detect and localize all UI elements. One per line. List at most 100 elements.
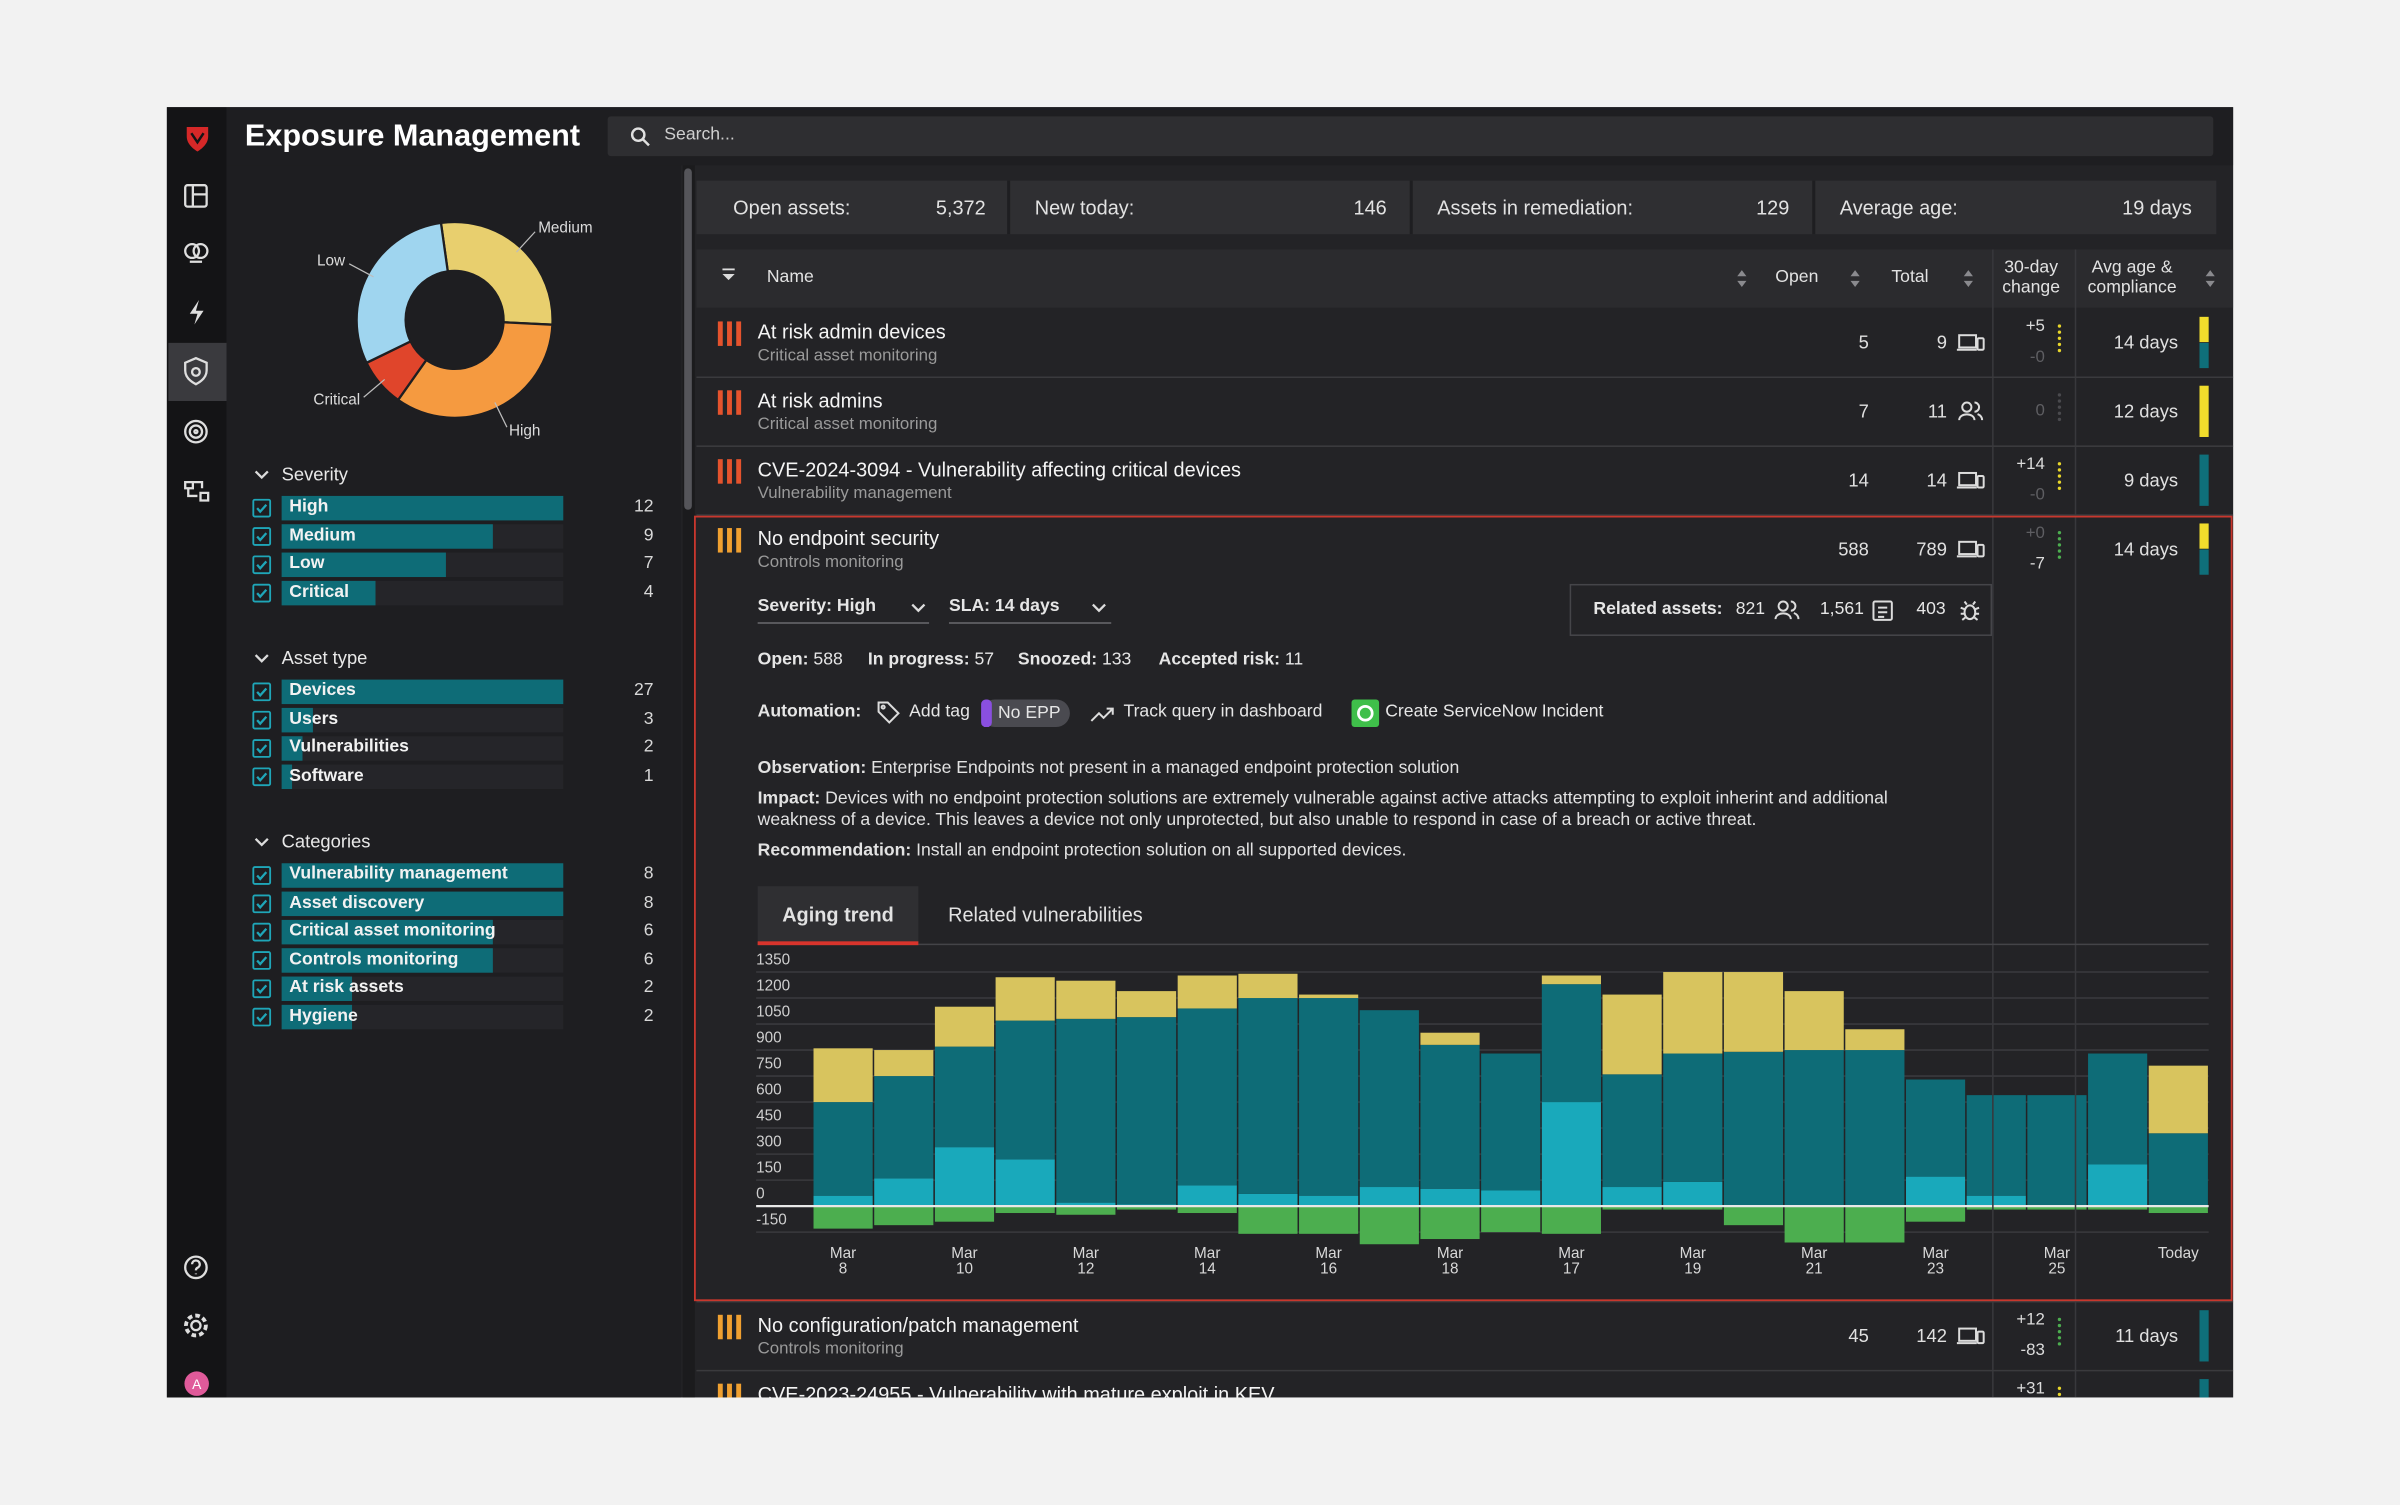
icon-part — [256, 504, 268, 514]
filter-track — [281, 707, 564, 733]
filter-checkbox[interactable] — [252, 894, 272, 914]
filter-checkbox[interactable] — [252, 682, 272, 702]
sort-toggle[interactable] — [1850, 270, 1860, 287]
dropdown-chevron[interactable] — [911, 603, 926, 613]
scrollbar[interactable] — [684, 168, 692, 510]
icon-part — [254, 654, 269, 663]
status-value: 588 — [813, 650, 843, 670]
leader-line — [348, 263, 374, 278]
related-count[interactable]: 821 — [1735, 600, 1766, 619]
filter-count: 9 — [643, 525, 654, 545]
search-box[interactable] — [607, 116, 2214, 157]
group-toggle[interactable] — [254, 470, 269, 480]
filter-label[interactable]: Low — [289, 554, 325, 573]
row-open: 14 — [1848, 469, 1869, 492]
filter-bar — [281, 495, 564, 521]
filter-checkbox[interactable] — [252, 527, 272, 546]
nav-targets[interactable] — [184, 419, 208, 444]
filter-checkbox[interactable] — [252, 583, 272, 603]
filter-checkbox[interactable] — [252, 1007, 272, 1027]
trend-indicator — [2057, 555, 2062, 559]
nav-insights[interactable] — [184, 242, 209, 263]
icon-part — [252, 866, 272, 885]
tab[interactable]: Aging trend — [782, 903, 894, 927]
filter-checkbox[interactable] — [252, 951, 272, 970]
severity-dropdown[interactable]: Severity: High — [757, 597, 877, 616]
filter-label[interactable]: Critical — [289, 582, 349, 601]
row-name[interactable]: No configuration/patch management — [757, 1313, 1079, 1337]
filter-checkbox[interactable] — [252, 710, 272, 730]
row-name[interactable]: CVE-2024-3094 - Vulnerability affecting … — [757, 457, 1241, 481]
nav-dashboard[interactable] — [184, 184, 208, 208]
filter-checkbox[interactable] — [252, 866, 272, 885]
nav-help[interactable] — [184, 1255, 208, 1280]
filter-label[interactable]: At risk assets — [289, 978, 404, 997]
bar-segment — [1784, 1206, 1844, 1243]
severity-icon — [736, 1383, 742, 1398]
nav-exposure[interactable] — [184, 356, 208, 386]
related-count[interactable]: 403 — [1916, 600, 1946, 619]
trend-indicator — [2057, 336, 2062, 340]
filter-label[interactable]: Vulnerabilities — [289, 737, 409, 757]
bar-segment — [1359, 1206, 1419, 1245]
action[interactable]: Add tag — [909, 702, 970, 722]
related-count[interactable]: 1,561 — [1819, 600, 1864, 619]
avatar[interactable] — [184, 1371, 209, 1396]
filter-bar — [281, 580, 376, 606]
filter-label[interactable]: Hygiene — [289, 1006, 358, 1025]
row-name[interactable]: At risk admin devices — [757, 320, 946, 344]
note-label: Impact: — [757, 789, 821, 809]
filter-label[interactable]: Devices — [289, 681, 356, 700]
tag-label[interactable]: No EPP — [997, 703, 1061, 722]
row-open: 588 — [1838, 538, 1869, 560]
nav-settings[interactable] — [184, 1313, 208, 1338]
change-up: +5 — [2025, 317, 2045, 336]
filter-checkbox[interactable] — [252, 979, 272, 999]
bar-segment — [1905, 1206, 1966, 1222]
filter-checkbox[interactable] — [252, 922, 272, 942]
icon-part — [1976, 1330, 1985, 1345]
y-tick-label: 1050 — [756, 1004, 791, 1021]
group-toggle[interactable] — [254, 837, 269, 847]
row-name[interactable]: No endpoint security — [757, 526, 940, 550]
filter-group-title: Categories — [281, 830, 371, 853]
group-toggle[interactable] — [254, 654, 269, 663]
filter-label[interactable]: Controls monitoring — [289, 949, 459, 969]
sort-toggle[interactable] — [1963, 270, 1973, 287]
column-header: Avg age & compliance — [2087, 258, 2177, 297]
nav-integrations[interactable] — [184, 480, 210, 502]
dropdown-chevron[interactable] — [1092, 603, 1106, 613]
action[interactable]: Track query in dashboard — [1123, 702, 1323, 722]
icon-part — [256, 1012, 268, 1023]
filter-checkbox[interactable] — [252, 767, 272, 787]
tab[interactable]: Related vulnerabilities — [948, 903, 1143, 927]
row-name[interactable]: CVE-2023-24955 - Vulnerability with matu… — [757, 1382, 1275, 1398]
filter-label[interactable]: Software — [289, 766, 364, 785]
filter-label[interactable]: Critical asset monitoring — [289, 921, 496, 940]
row-total: 14 — [1926, 469, 1947, 492]
filter-label[interactable]: Users — [289, 709, 339, 728]
filter-label[interactable]: Vulnerability management — [289, 864, 508, 884]
search-placeholder[interactable]: Search... — [664, 125, 735, 145]
sort-toggle[interactable] — [2205, 270, 2215, 287]
sort-all[interactable] — [722, 268, 735, 281]
sort-toggle[interactable] — [1737, 270, 1747, 287]
action[interactable]: Create ServiceNow Incident — [1385, 702, 1604, 722]
sla-dropdown[interactable]: SLA: 14 days — [948, 597, 1060, 616]
nav-activity[interactable] — [189, 299, 204, 325]
severity-icon — [727, 528, 732, 553]
filter-label[interactable]: High — [289, 497, 329, 516]
icon-part — [191, 185, 207, 207]
filter-checkbox[interactable] — [252, 739, 272, 758]
row-name[interactable]: At risk admins — [757, 389, 883, 413]
filter-checkbox[interactable] — [252, 498, 272, 518]
bar-segment — [934, 1006, 995, 1047]
trend-indicator — [2057, 486, 2062, 490]
icon-part — [252, 951, 272, 970]
filter-label[interactable]: Asset discovery — [289, 893, 425, 912]
leader-line — [494, 402, 508, 428]
icon-part — [1958, 471, 1978, 487]
filter-label[interactable]: Medium — [289, 525, 356, 545]
filter-bar — [281, 679, 564, 705]
filter-checkbox[interactable] — [252, 555, 272, 575]
